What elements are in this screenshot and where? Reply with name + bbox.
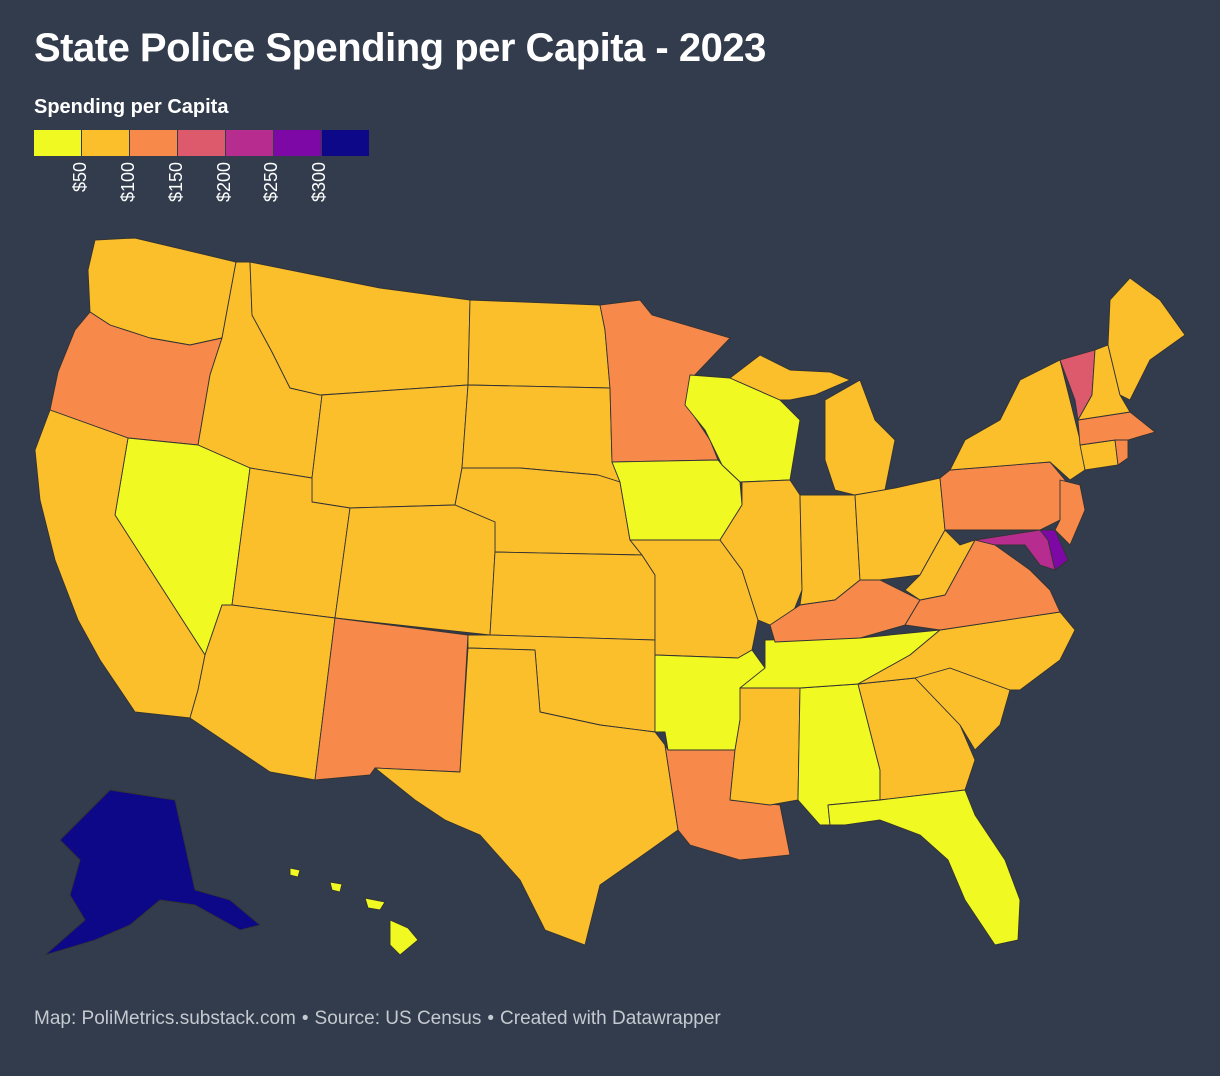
state-NJ[interactable] bbox=[1054, 479, 1086, 546]
legend-title: Spending per Capita bbox=[34, 96, 229, 118]
state-HI-big[interactable] bbox=[389, 919, 419, 956]
state-PA[interactable] bbox=[939, 461, 1066, 531]
state-HI-kauai[interactable] bbox=[289, 867, 301, 878]
map-footer: Map: PoliMetrics.substack.com • Source: US… bbox=[34, 1008, 721, 1030]
state-WV[interactable] bbox=[904, 529, 976, 601]
state-KS[interactable] bbox=[489, 551, 656, 641]
legend-swatch-6 bbox=[274, 130, 321, 156]
state-AK[interactable] bbox=[44, 789, 261, 956]
footer-separator: • bbox=[301, 1008, 309, 1029]
legend-swatch-2 bbox=[82, 130, 129, 156]
state-ME[interactable] bbox=[1107, 277, 1186, 401]
legend-tick-labels: $50 $100 $150 $200 $250 $300 bbox=[34, 162, 394, 222]
footer-created-with[interactable]: Created with Datawrapper bbox=[500, 1008, 721, 1029]
state-MI[interactable] bbox=[824, 379, 896, 496]
state-AZ[interactable] bbox=[189, 604, 336, 781]
state-SD[interactable] bbox=[461, 384, 621, 483]
legend-tick-250: $250 bbox=[261, 162, 281, 203]
map-title: State Police Spending per Capita - 2023 bbox=[34, 26, 766, 70]
state-IA[interactable] bbox=[611, 459, 743, 541]
legend-color-bar bbox=[34, 130, 370, 156]
state-FL[interactable] bbox=[827, 789, 1021, 946]
legend-tick-150: $150 bbox=[166, 162, 186, 203]
legend-swatch-1 bbox=[34, 130, 81, 156]
state-TX[interactable] bbox=[374, 647, 679, 946]
state-NY[interactable] bbox=[949, 359, 1086, 481]
legend-swatch-4 bbox=[178, 130, 225, 156]
state-CO[interactable] bbox=[334, 504, 496, 636]
state-MN[interactable] bbox=[599, 299, 731, 463]
footer-source: Source: US Census bbox=[314, 1008, 482, 1029]
state-CA[interactable] bbox=[34, 409, 206, 719]
state-MS[interactable] bbox=[729, 687, 801, 806]
legend-tick-300: $300 bbox=[309, 162, 329, 203]
legend-tick-100: $100 bbox=[118, 162, 138, 203]
legend-tick-200: $200 bbox=[214, 162, 234, 203]
legend-tick-50: $50 bbox=[70, 162, 90, 193]
state-MI-UP[interactable] bbox=[729, 354, 851, 401]
us-states-map bbox=[34, 237, 1186, 956]
legend-swatch-5 bbox=[226, 130, 273, 156]
state-HI-oahu[interactable] bbox=[329, 881, 343, 893]
state-NM[interactable] bbox=[314, 617, 469, 781]
state-ND[interactable] bbox=[467, 299, 611, 389]
state-HI-maui[interactable] bbox=[364, 897, 386, 911]
legend-swatch-7 bbox=[322, 130, 369, 156]
footer-separator: • bbox=[487, 1008, 495, 1029]
state-WY[interactable] bbox=[311, 384, 469, 509]
legend-swatch-3 bbox=[130, 130, 177, 156]
state-DE[interactable] bbox=[1039, 529, 1069, 571]
state-KY[interactable] bbox=[769, 579, 921, 643]
footer-map-credit[interactable]: Map: PoliMetrics.substack.com bbox=[34, 1008, 296, 1029]
